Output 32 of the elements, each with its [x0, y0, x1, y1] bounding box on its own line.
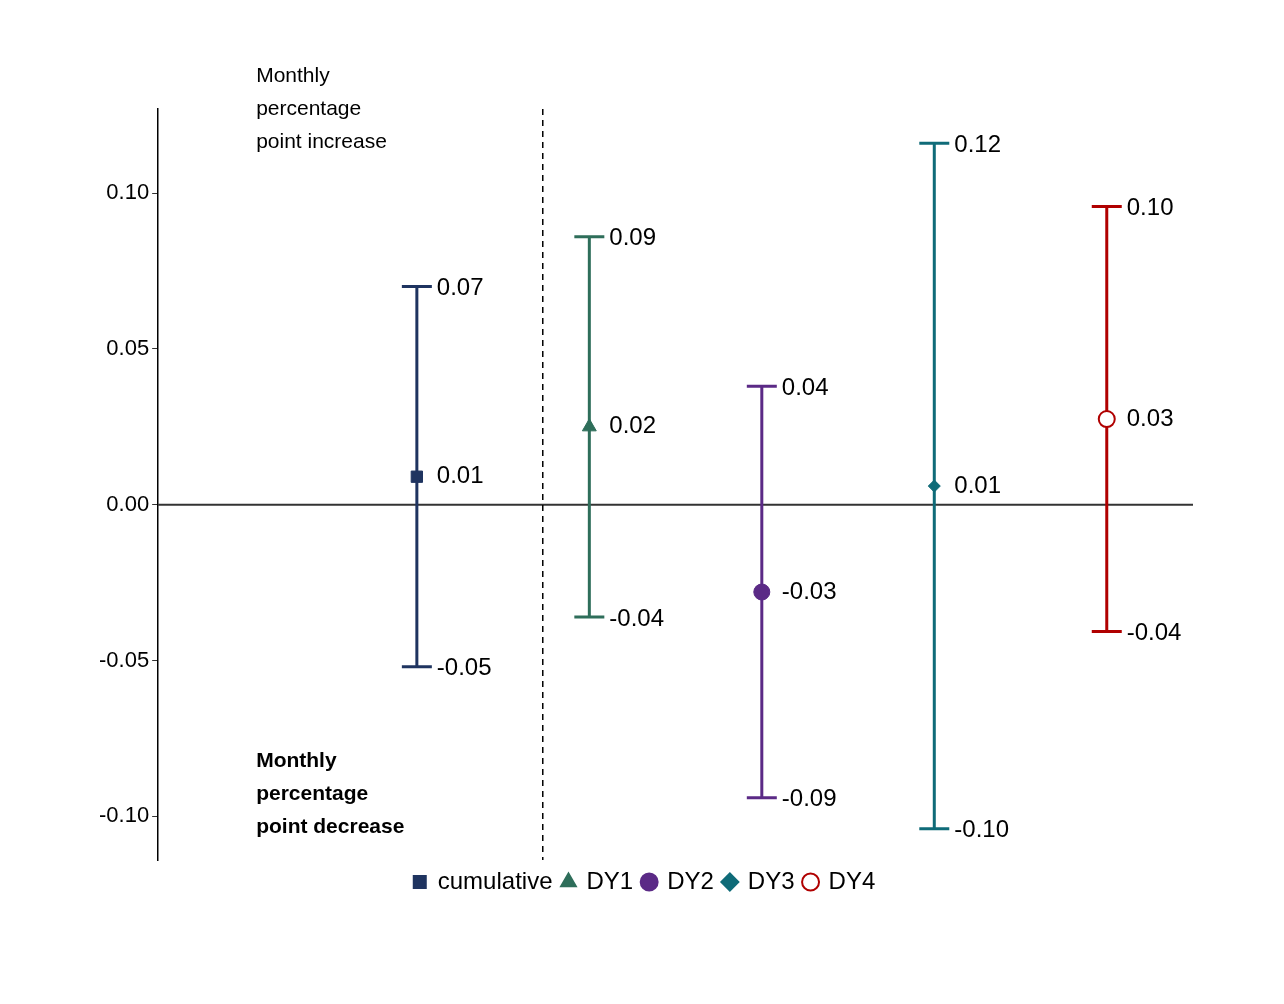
annotation: -0.05: [436, 653, 492, 681]
data-label: -0.03: [781, 576, 837, 604]
data-label: 0.01: [954, 470, 1001, 498]
annotation: 0.07: [436, 273, 484, 301]
data-label: 0.01: [436, 461, 484, 489]
data-label: 0.03: [1126, 403, 1174, 431]
legend-label: DY2: [667, 866, 714, 894]
annotation: 0.12: [954, 129, 1001, 157]
y-tick-label: 0.00: [106, 490, 150, 516]
data-label: 0.02: [609, 411, 657, 439]
y-tick-label: 0.10: [106, 179, 150, 205]
y-tick-label: 0.05: [106, 335, 150, 361]
annotation: Monthly percentage point decrease: [256, 747, 405, 837]
annotation: -0.04: [609, 603, 665, 631]
annotation: -0.09: [781, 784, 837, 812]
point: [410, 470, 424, 483]
annotation: 0.04: [781, 372, 829, 400]
point: [753, 583, 771, 601]
annotation: 0.09: [609, 223, 657, 251]
y-tick-label: -0.05: [98, 646, 150, 672]
legend-label: cumulative: [437, 866, 553, 894]
point: [927, 479, 941, 493]
legend-label: DY1: [586, 866, 634, 894]
legend-label: DY3: [747, 866, 795, 894]
point: [581, 418, 597, 432]
y-tick-label: -0.10: [98, 802, 150, 828]
annotation: 0.10: [1126, 193, 1174, 221]
legend-label: DY4: [828, 866, 876, 894]
annotation: -0.04: [1126, 618, 1182, 646]
point: [1097, 410, 1116, 429]
annotation: Monthly percentage point increase: [256, 62, 387, 152]
annotation: -0.10: [954, 815, 1009, 843]
